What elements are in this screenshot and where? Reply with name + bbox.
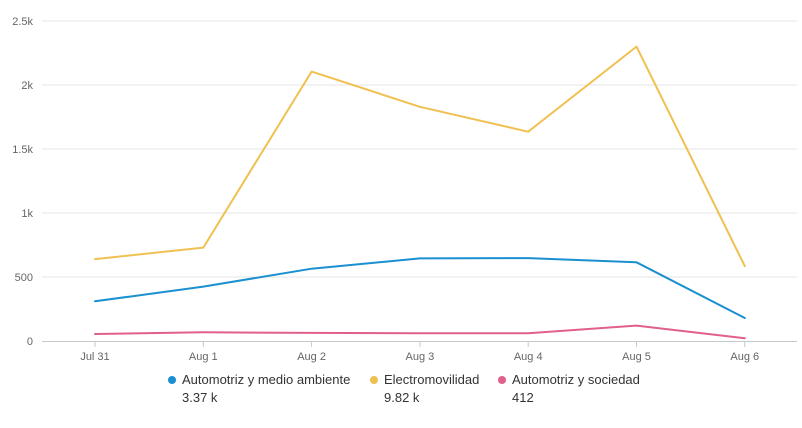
x-tick-label: Aug 4 [514,351,543,363]
legend-label: Electromovilidad [384,372,480,387]
y-tick-label: 0 [27,336,33,348]
legend-marker [168,376,176,384]
series-line-1 [94,45,746,268]
data-point [310,267,314,271]
x-tick-label: Aug 3 [406,351,435,363]
x-tick-label: Aug 5 [622,351,651,363]
data-point [201,246,205,250]
series-line-2 [94,324,746,340]
legend-marker [498,376,506,384]
x-tick-label: Aug 2 [297,351,326,363]
x-tick-label: Aug 1 [189,351,218,363]
data-point [743,336,747,340]
data-point [93,332,97,336]
legend: Automotriz y medio ambiente 3.37 k Elect… [0,372,802,412]
y-tick-label: 2k [21,80,33,92]
data-point [743,316,747,320]
data-point [526,256,530,260]
y-tick-label: 1k [21,208,33,220]
data-point [418,105,422,109]
data-point [526,130,530,134]
legend-total: 9.82 k [384,390,420,405]
data-point [743,264,747,268]
y-tick-label: 1.5k [12,144,33,156]
plot-area: 0 500 1k 1.5k 2k 2.5k Jul 31 Aug 1 Aug 2 Aug 3 Aug… [12,16,797,363]
legend-marker [370,376,378,384]
legend-total: 3.37 k [182,390,218,405]
data-point [635,260,639,264]
data-point [635,45,639,49]
data-point [93,257,97,261]
x-tick-label: Aug 6 [730,351,759,363]
x-tick-label: Jul 31 [80,351,109,363]
data-point [635,324,639,328]
y-tick-label: 2.5k [12,16,33,28]
legend-total: 412 [512,390,534,405]
data-point [418,256,422,260]
data-point [310,331,314,335]
data-point [526,331,530,335]
series-line-0 [94,257,746,319]
data-point [310,70,314,74]
data-point [93,299,97,303]
data-point [418,331,422,335]
y-tick-label: 500 [15,272,33,284]
legend-label: Automotriz y medio ambiente [182,372,351,387]
data-point [201,330,205,334]
legend-label: Automotriz y sociedad [512,372,640,387]
data-point [201,285,205,289]
